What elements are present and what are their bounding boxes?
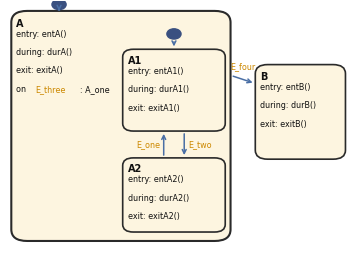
Text: exit: exitA2(): exit: exitA2() — [128, 212, 180, 221]
Text: during: durA2(): during: durA2() — [128, 194, 189, 203]
Text: E_two: E_two — [188, 140, 211, 149]
Text: exit: exitB(): exit: exitB() — [260, 120, 307, 128]
Text: : A_one: : A_one — [80, 85, 110, 94]
Text: during: durA1(): during: durA1() — [128, 85, 189, 94]
Text: exit: exitA1(): exit: exitA1() — [128, 104, 179, 113]
Text: entry: entA(): entry: entA() — [16, 30, 67, 39]
Circle shape — [167, 29, 181, 39]
FancyBboxPatch shape — [255, 65, 345, 159]
FancyBboxPatch shape — [123, 158, 225, 232]
Text: E_four: E_four — [230, 62, 256, 71]
FancyBboxPatch shape — [11, 11, 230, 241]
Text: during: durB(): during: durB() — [260, 101, 316, 110]
Text: A1: A1 — [128, 56, 142, 66]
FancyBboxPatch shape — [123, 49, 225, 131]
Text: B: B — [260, 72, 268, 82]
Text: entry: entB(): entry: entB() — [260, 83, 311, 92]
Text: entry: entA1(): entry: entA1() — [128, 67, 183, 76]
Text: on: on — [16, 85, 29, 94]
Text: entry: entA2(): entry: entA2() — [128, 175, 183, 184]
Text: E_three: E_three — [36, 85, 66, 94]
Text: E_one: E_one — [136, 140, 160, 149]
Circle shape — [52, 0, 66, 10]
Text: A2: A2 — [128, 164, 142, 174]
Text: during: durA(): during: durA() — [16, 48, 72, 57]
Text: A: A — [16, 19, 24, 29]
Text: exit: exitA(): exit: exitA() — [16, 67, 63, 76]
